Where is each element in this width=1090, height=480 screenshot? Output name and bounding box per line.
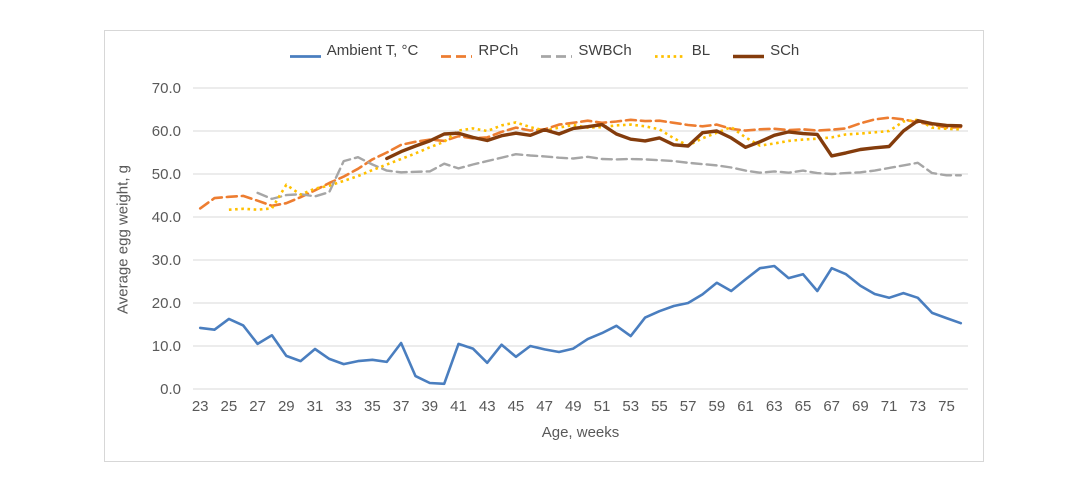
x-tick-label: 31 [307, 398, 324, 415]
y-tick-label: 20.0 [152, 295, 181, 312]
y-tick-label: 50.0 [152, 166, 181, 183]
legend-label: Ambient T, °C [326, 41, 419, 59]
y-tick-label: 40.0 [152, 209, 181, 226]
x-tick-label: 67 [823, 398, 840, 415]
y-tick-label: 30.0 [152, 252, 181, 269]
x-tick-label: 55 [651, 398, 668, 415]
x-tick-label: 43 [479, 398, 496, 415]
y-axis-title: Average egg weight, g [114, 165, 132, 314]
x-tick-label: 35 [364, 398, 381, 415]
legend-label: SWBCh [578, 41, 632, 59]
x-tick-label: 71 [881, 398, 898, 415]
swbch-line-swatch-icon [540, 47, 573, 58]
legend-item-sch: SCh [732, 42, 799, 59]
legend-item-swbch: SWBCh [540, 41, 632, 59]
x-tick-label: 25 [221, 398, 238, 415]
egg-weight-chart: 0.0 10.0 20.0 30.0 40.0 50.0 60.0 70.0 23 25 27 29 3… [104, 30, 984, 462]
ambient-line-swatch-icon [289, 47, 322, 58]
x-tick-label: 27 [249, 398, 266, 415]
series-line-ambient-t-c [198, 264, 963, 386]
x-tick-label: 37 [393, 398, 410, 415]
series-line-rpch [198, 116, 963, 210]
series-line-sch [385, 119, 963, 161]
legend-item-rpch: RPCh [440, 42, 518, 59]
legend-label: BL [691, 41, 711, 59]
x-tick-label: 51 [594, 398, 611, 415]
x-tick-label: 45 [508, 398, 525, 415]
x-tick-label: 57 [680, 398, 697, 415]
x-tick-label: 39 [421, 398, 438, 415]
legend-label: RPCh [478, 41, 519, 59]
x-tick-label: 23 [192, 398, 209, 415]
sch-line-swatch-icon [732, 47, 765, 58]
x-tick-label: 65 [795, 398, 812, 415]
legend-item-ambient: Ambient T, °C [289, 41, 419, 59]
x-tick-label: 61 [737, 398, 754, 415]
rpch-line-swatch-icon [440, 47, 473, 58]
x-tick-label: 75 [938, 398, 955, 415]
y-tick-label: 0.0 [160, 381, 181, 398]
x-tick-label: 47 [536, 398, 553, 415]
y-tick-label: 10.0 [152, 338, 181, 355]
x-tick-label: 59 [708, 398, 725, 415]
x-tick-label: 53 [622, 398, 639, 415]
y-tick-label: 60.0 [152, 123, 181, 140]
x-tick-label: 69 [852, 398, 869, 415]
x-tick-label: 73 [909, 398, 926, 415]
legend-label: SCh [770, 41, 800, 59]
x-axis-title: Age, weeks [541, 424, 620, 441]
plot-area: 0.0 10.0 20.0 30.0 40.0 50.0 60.0 70.0 23 25 27 29 3… [152, 80, 968, 415]
series-line-bl [228, 118, 961, 211]
x-tick-label: 41 [450, 398, 467, 415]
x-tick-label: 63 [766, 398, 783, 415]
bl-line-swatch-icon [654, 47, 687, 58]
x-tick-label: 29 [278, 398, 295, 415]
chart-legend: Ambient T, °C RPCh SWBCh BL SCh [105, 39, 983, 61]
x-tick-label: 49 [565, 398, 582, 415]
legend-item-bl: BL [654, 42, 710, 59]
y-tick-label: 70.0 [152, 80, 181, 97]
series-line-swbch [256, 153, 962, 201]
x-tick-label: 33 [335, 398, 352, 415]
